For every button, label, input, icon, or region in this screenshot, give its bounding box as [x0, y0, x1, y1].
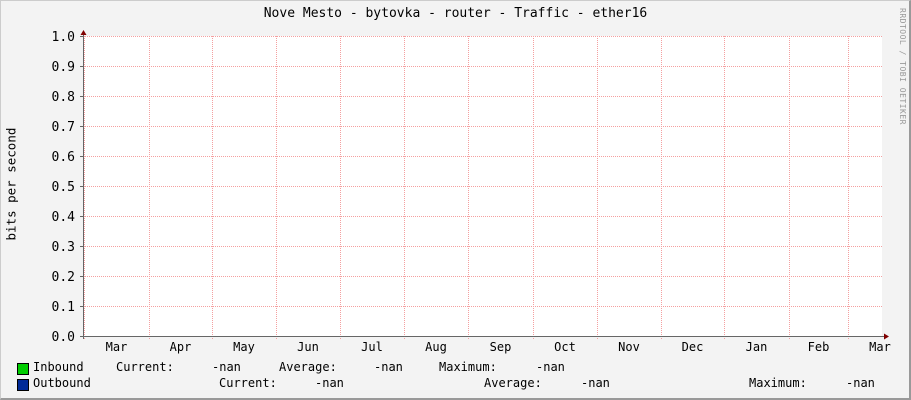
x-tick-label: Apr [170, 340, 192, 354]
inbound-maximum: -nan [536, 360, 565, 374]
inbound-average-label: Average: [279, 360, 337, 374]
inbound-average: -nan [374, 360, 403, 374]
x-tick-label: Mar [869, 340, 891, 354]
x-tick-label: Jul [361, 340, 383, 354]
y-tick-label: 0.0 [52, 330, 75, 345]
y-axis-arrow [80, 30, 87, 35]
outbound-current: -nan [315, 376, 344, 390]
y-tick-label: 1.0 [52, 30, 75, 45]
inbound-maximum-label: Maximum: [439, 360, 497, 374]
y-tick-label: 0.5 [52, 180, 75, 195]
legend-inbound: Inbound [33, 360, 84, 374]
x-tick-label: Dec [682, 340, 704, 354]
outbound-average-label: Average: [484, 376, 542, 390]
x-tick-label: Feb [808, 340, 830, 354]
outbound-current-label: Current: [219, 376, 277, 390]
x-tick-label: Mar [106, 340, 128, 354]
outbound-swatch [17, 379, 29, 391]
y-tick-label: 0.8 [52, 90, 75, 105]
y-tick-label: 0.2 [52, 270, 75, 285]
y-tick-label: 0.7 [52, 120, 75, 135]
outbound-average: -nan [581, 376, 610, 390]
plot-background [83, 36, 882, 336]
y-tick-label: 0.4 [52, 210, 76, 225]
x-axis-arrow [884, 333, 889, 340]
x-tick-label: Jun [297, 340, 319, 354]
x-tick-label: Sep [490, 340, 512, 354]
y-tick-label: 0.1 [52, 300, 75, 315]
y-tick-label: 0.6 [52, 150, 75, 165]
x-tick-label: Nov [618, 340, 640, 354]
inbound-swatch [17, 363, 29, 375]
x-tick-label: Oct [554, 340, 576, 354]
watermark: RRDTOOL / TOBI OETIKER [898, 8, 907, 125]
legend-outbound: Outbound [33, 376, 91, 390]
y-tick-label: 0.3 [52, 240, 75, 255]
outbound-maximum: -nan [846, 376, 875, 390]
outbound-maximum-label: Maximum: [749, 376, 807, 390]
inbound-current: -nan [212, 360, 241, 374]
chart-title: Nove Mesto - bytovka - router - Traffic … [263, 6, 648, 21]
x-tick-label: Aug [425, 340, 447, 354]
inbound-current-label: Current: [116, 360, 174, 374]
y-tick-label: 0.9 [52, 60, 75, 75]
x-tick-label: Jan [746, 340, 768, 354]
x-tick-label: May [233, 340, 255, 354]
